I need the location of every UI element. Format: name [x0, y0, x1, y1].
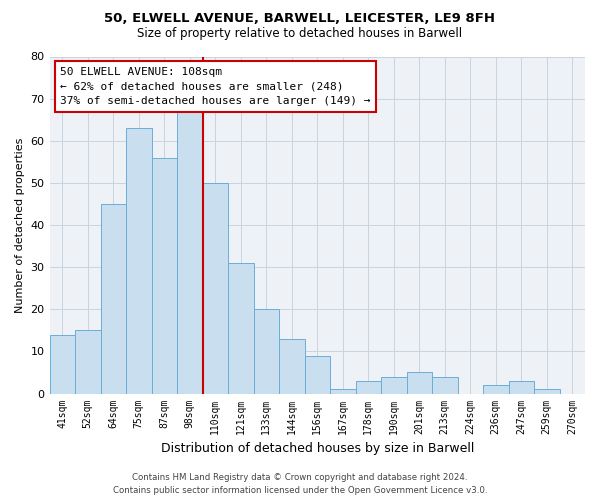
Text: Contains HM Land Registry data © Crown copyright and database right 2024.
Contai: Contains HM Land Registry data © Crown c…: [113, 474, 487, 495]
Bar: [534, 390, 560, 394]
Bar: [330, 390, 356, 394]
Bar: [126, 128, 152, 394]
Bar: [483, 385, 509, 394]
Bar: [407, 372, 432, 394]
Bar: [432, 376, 458, 394]
Bar: [177, 112, 203, 394]
Bar: [101, 204, 126, 394]
Bar: [381, 376, 407, 394]
Bar: [254, 310, 279, 394]
Bar: [305, 356, 330, 394]
Text: Size of property relative to detached houses in Barwell: Size of property relative to detached ho…: [137, 28, 463, 40]
Bar: [75, 330, 101, 394]
Bar: [203, 183, 228, 394]
Bar: [279, 339, 305, 394]
Bar: [228, 263, 254, 394]
Text: 50 ELWELL AVENUE: 108sqm
← 62% of detached houses are smaller (248)
37% of semi-: 50 ELWELL AVENUE: 108sqm ← 62% of detach…: [60, 66, 371, 106]
Y-axis label: Number of detached properties: Number of detached properties: [15, 138, 25, 312]
Bar: [50, 334, 75, 394]
Text: 50, ELWELL AVENUE, BARWELL, LEICESTER, LE9 8FH: 50, ELWELL AVENUE, BARWELL, LEICESTER, L…: [104, 12, 496, 26]
Bar: [356, 381, 381, 394]
Bar: [509, 381, 534, 394]
Bar: [152, 158, 177, 394]
X-axis label: Distribution of detached houses by size in Barwell: Distribution of detached houses by size …: [161, 442, 474, 455]
